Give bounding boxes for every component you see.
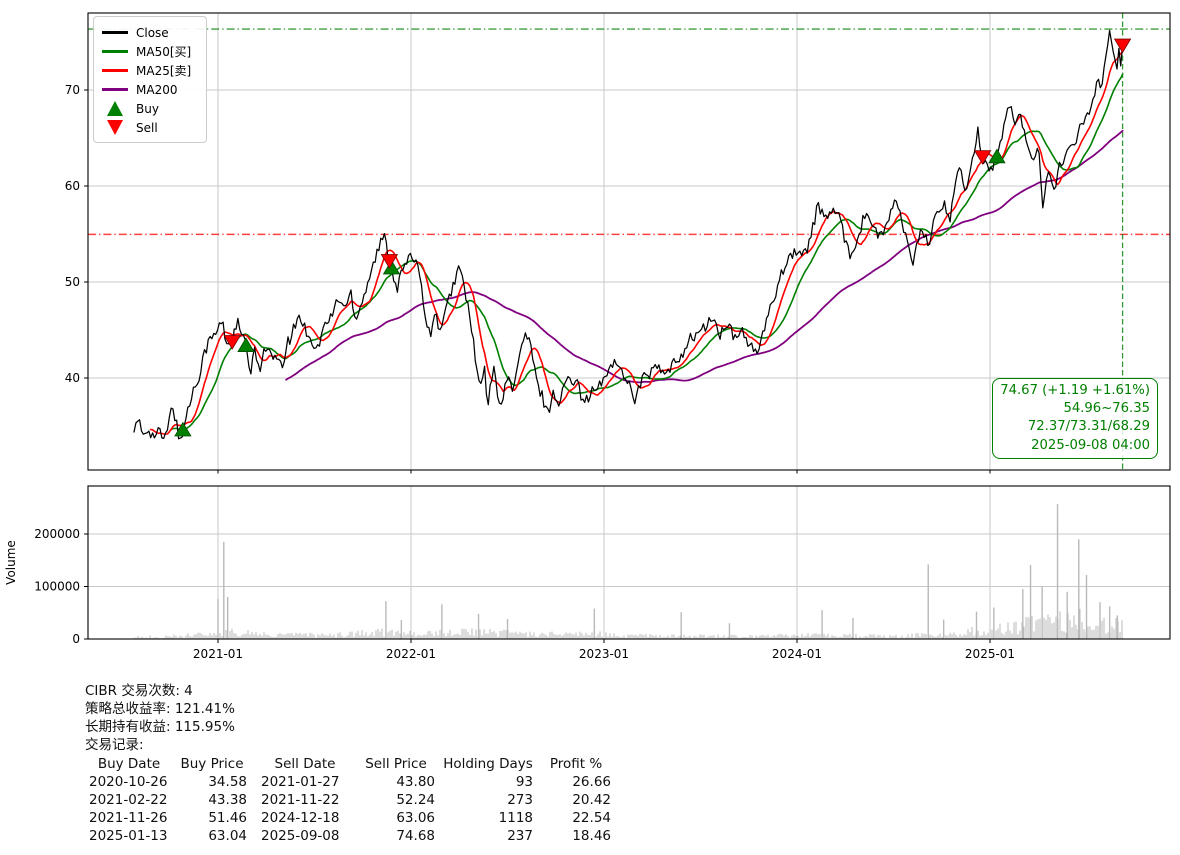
trades-col-header: Sell Price (365, 756, 427, 772)
price-series (133, 29, 1124, 440)
trade-record-cell: 51.46 (208, 810, 247, 826)
trade-record-cell: 2024-12-18 (261, 810, 340, 826)
annotation-price-line: 74.67 (+1.19 +1.61%) (1000, 383, 1150, 398)
volume-ytick-label: 0 (72, 632, 80, 646)
trades-col-header: Buy Price (180, 756, 244, 772)
legend-line-swatch (102, 31, 128, 34)
trades-header-row: Buy Date Buy Price Sell Date Sell Price Hold… (85, 755, 615, 773)
sell-marker (1113, 38, 1132, 54)
trade-record-row: 2020-10-26 34.58 2021-01-27 43.80 93 26.66 (85, 773, 615, 791)
trade-record-cell: 22.54 (572, 810, 611, 826)
legend-item-ma25: MA25[卖] (102, 61, 198, 80)
trade-record-cell: 2021-11-26 (89, 810, 168, 826)
legend-line-swatch (102, 69, 128, 72)
trade-record-cell: 63.06 (396, 810, 435, 826)
volume-ytick-label: 200000 (34, 527, 80, 541)
buy-triangle-icon (102, 101, 128, 116)
buy-marker (174, 421, 192, 437)
legend-line-swatch (102, 50, 128, 53)
annotation-ma-line: 72.37/73.31/68.29 (1027, 419, 1150, 435)
strategy-return-line: 策略总收益率: 121.41% (85, 701, 235, 717)
trade-record-cell: 26.66 (572, 774, 611, 790)
trade-record-cell: 18.46 (572, 828, 611, 844)
date-xtick-label: 2021-01 (193, 647, 243, 661)
legend-item-ma50: MA50[买] (102, 42, 198, 61)
annotation-range-line: 54.96~76.35 (1063, 401, 1150, 417)
price-volume-chart: 40 50 60 70 0 100000 200000 2021-01 2022-01 2023-… (4, 12, 1171, 661)
volume-panel-spines (87, 485, 1171, 640)
legend-item-buy: Buy (102, 99, 198, 118)
sell-marker (973, 150, 992, 165)
annotation-date-line: 2025-09-08 04:00 (1031, 437, 1150, 453)
trades-col-header: Sell Date (274, 756, 336, 772)
trade-record-cell: 2021-01-27 (261, 774, 340, 790)
quote-annotation: 74.67 (+1.19 +1.61%) 54.96~76.35 72.37/7… (992, 378, 1158, 459)
buy-marker (988, 148, 1006, 164)
trade-record-row: 2025-01-13 63.04 2025-09-08 74.68 237 18.46 (85, 827, 615, 845)
sell-triangle-icon (102, 120, 128, 135)
trade-markers (174, 38, 1132, 437)
trades-col-header: Profit % (549, 756, 603, 772)
price-ytick-label: 50 (65, 275, 80, 289)
date-xtick-label: 2024-01 (772, 647, 822, 661)
trade-record-cell: 93 (515, 774, 533, 790)
price-ytick-label: 70 (65, 83, 80, 97)
date-xtick-label: 2022-01 (386, 647, 436, 661)
trade-record-cell: 43.38 (208, 792, 247, 808)
hold-return-line: 长期持有收益: 115.95% (85, 719, 235, 735)
sell-marker (223, 335, 241, 350)
legend-label: MA25[卖] (136, 64, 192, 78)
series-ma50 (170, 73, 1124, 431)
trade-record-cell: 34.58 (208, 774, 247, 790)
trade-record-cell: 237 (507, 828, 533, 844)
legend-label: MA50[买] (136, 45, 192, 59)
trade-record-cell: 2020-10-26 (89, 774, 168, 790)
legend-item-ma200: MA200 (102, 80, 198, 99)
trade-record-cell: 1118 (498, 810, 533, 826)
trade-record-cell: 63.04 (208, 828, 247, 844)
trade-record-row: 2021-02-22 43.38 2021-11-22 52.24 273 20.42 (85, 791, 615, 809)
legend-line-swatch (102, 88, 128, 91)
trade-records-label: 交易记录: (85, 737, 144, 753)
price-ytick-label: 40 (65, 371, 80, 385)
strategy-summary: CIBR 交易次数: 4 策略总收益率: 121.41% 长期持有收益: 115… (85, 682, 615, 845)
series-ma200 (285, 129, 1124, 384)
trades-col-header: Buy Date (97, 756, 161, 772)
date-xtick-label: 2025-01 (965, 647, 1015, 661)
trade-record-cell: 52.24 (396, 792, 435, 808)
chart-legend: Close MA50[买] MA25[卖] MA200 Buy Sell (93, 16, 207, 143)
volume-ytick-label: 100000 (34, 580, 80, 594)
trades-table: Buy Date Buy Price Sell Date Sell Price Hold… (85, 755, 615, 845)
series-ma25 (149, 50, 1124, 435)
legend-label: Close (136, 25, 169, 40)
legend-label: MA200 (136, 82, 178, 97)
volume-axis-title: Volume (4, 540, 18, 585)
trade-record-cell: 2025-01-13 (89, 828, 168, 844)
trade-record-row: 2021-11-26 51.46 2024-12-18 63.06 1118 22.54 (85, 809, 615, 827)
volume-bars (133, 504, 1123, 639)
axis-ticks-labels: 40 50 60 70 0 100000 200000 2021-01 2022-01 2023-… (4, 83, 1015, 661)
buy-marker (237, 337, 255, 352)
buy-marker (382, 259, 401, 275)
date-xtick-label: 2023-01 (579, 647, 629, 661)
trade-record-cell: 2021-11-22 (261, 792, 340, 808)
trade-record-cell: 74.68 (396, 828, 435, 844)
sell-marker (380, 254, 399, 269)
legend-item-close: Close (102, 23, 198, 42)
price-ytick-label: 60 (65, 179, 80, 193)
trade-record-cell: 2021-02-22 (89, 792, 168, 808)
trade-record-cell: 43.80 (396, 774, 435, 790)
trade-count-line: CIBR 交易次数: 4 (85, 683, 193, 699)
trade-record-cell: 20.42 (572, 792, 611, 808)
series-close (133, 29, 1124, 440)
price-panel-spines (87, 12, 1171, 471)
trade-record-cell: 2025-09-08 (261, 828, 340, 844)
trades-col-header: Holding Days (443, 756, 533, 772)
trade-record-cell: 273 (507, 792, 533, 808)
gridlines (88, 13, 1170, 639)
legend-label: Buy (136, 101, 159, 116)
legend-label: Sell (136, 120, 158, 135)
legend-item-sell: Sell (102, 118, 198, 137)
